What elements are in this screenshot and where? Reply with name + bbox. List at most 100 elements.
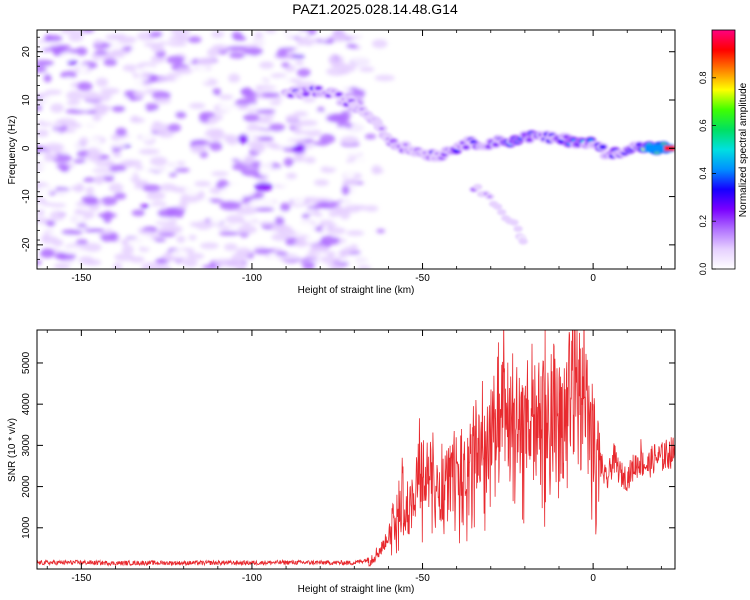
spectrogram-signal-core [288, 94, 294, 97]
spectrogram-noise-cell [211, 31, 226, 39]
spectrogram-noise-cell [117, 36, 137, 44]
snr-x-tick-label: -50 [415, 573, 430, 584]
spectrogram-noise-cell [141, 262, 162, 269]
spectrogram-signal-core [487, 195, 492, 198]
spectrogram-x-ticks: -150 -100 -50 0 [46, 30, 662, 284]
spectrogram-signal-core [516, 227, 521, 230]
spectrogram-noise-cell [64, 76, 73, 84]
spectrogram-noise-cell [334, 126, 353, 137]
spectrogram-noise-cell [300, 167, 321, 177]
spectrogram-noise-cell [292, 48, 306, 55]
spectrogram-y-tick-label: -10 [21, 189, 32, 204]
spectrogram-noise-cell [206, 128, 222, 135]
colorbar-tick-label: 0.8 [698, 72, 708, 85]
spectrogram-noise-cell [68, 32, 84, 42]
spectrogram-noise-cell [59, 51, 75, 62]
spectrogram-noise-cell [127, 239, 145, 247]
spectrogram-signal-core [600, 145, 606, 149]
spectrogram-noise-cell [37, 246, 43, 252]
spectrogram-noise-cell [218, 94, 234, 100]
spectrogram-noise-cell [182, 258, 198, 268]
spectrogram-noise-cell [37, 163, 57, 170]
spectrogram-y-tick-label: 20 [21, 46, 32, 58]
spectrogram-noise-cell [262, 52, 277, 59]
spectrogram-noise-cell [133, 90, 146, 98]
spectrogram-noise-cell [37, 129, 51, 137]
spectrogram-x-tick-label: 0 [590, 273, 596, 284]
spectrogram-noise-cell [329, 147, 343, 157]
spectrogram-noise-cell [253, 79, 268, 85]
spectrogram-noise-cell [61, 229, 84, 235]
spectrogram-noise-cell [127, 151, 142, 160]
spectrogram-noise-cell [83, 120, 100, 127]
spectrogram-noise-cell [134, 104, 147, 112]
spectrogram-noise-cell [285, 172, 297, 180]
spectrogram-noise-cell [111, 105, 126, 113]
spectrogram-noise-cell [106, 50, 125, 60]
spectrogram-noise-cell [122, 64, 139, 72]
spectrogram-noise-cell [176, 161, 186, 166]
spectrogram-noise-cell [350, 54, 371, 65]
spectrogram-noise-cell [100, 87, 120, 95]
spectrogram-noise-cell [45, 34, 63, 42]
spectrogram-noise-cell [185, 226, 197, 235]
spectrogram-noise-cell [175, 111, 187, 119]
snr-x-ticks: -150 -100 -50 0 [46, 330, 662, 584]
spectrogram-noise-cell [64, 191, 79, 196]
spectrogram-noise-cell [346, 230, 365, 236]
spectrogram-noise-cell [283, 42, 298, 49]
spectrogram-noise-cell [176, 179, 195, 188]
spectrogram-noise-cell [151, 90, 172, 100]
snr-frame [36, 329, 676, 570]
spectrogram-noise-cell [70, 213, 85, 223]
spectrogram-noise-cell [300, 196, 322, 204]
spectrogram-noise-cell [37, 222, 45, 231]
spectrogram-x-tick-label: -150 [71, 273, 91, 284]
spectrogram-noise-cell [169, 30, 191, 37]
spectrogram-noise-cell [227, 82, 245, 88]
spectrogram-noise-cell [58, 201, 77, 211]
spectrogram-noise-cell [285, 114, 300, 122]
spectrogram-noise-cell [279, 130, 289, 137]
spectrogram-noise-cell [92, 114, 102, 122]
spectrogram-noise-cell [258, 221, 273, 226]
spectrogram-noise-cell [268, 123, 286, 132]
spectrogram-noise-cell [265, 141, 277, 148]
spectrogram-noise-cell [42, 233, 51, 241]
spectrogram-noise-cell [158, 232, 176, 237]
spectrogram-noise-cell [296, 119, 318, 127]
spectrogram-noise-cell [186, 209, 200, 217]
spectrogram-noise-cell [305, 253, 321, 258]
spectrogram-noise-cell [219, 201, 242, 210]
spectrogram-noise-cell [37, 202, 45, 211]
spectrogram-noise-cell [83, 242, 102, 252]
spectrogram-noise-cell [341, 185, 350, 196]
spectrogram-noise-cell [293, 111, 309, 117]
snr-y-axis-label: SNR (10 * v/v) [7, 418, 18, 482]
spectrogram-noise-cell [281, 62, 290, 68]
spectrogram-noise-cell [52, 238, 64, 247]
spectrogram-noise-cell [113, 171, 135, 180]
spectrogram-noise-cell [349, 254, 367, 265]
spectrogram-noise-cell [75, 47, 88, 56]
spectrogram-noise-cell [290, 157, 307, 162]
spectrogram-noise-cell [292, 143, 306, 154]
spectrogram-noise-cell [102, 213, 112, 224]
colorbar: 0.0 0.2 0.4 0.6 0.8 Normalized spectral ampl… [698, 29, 749, 275]
spectrogram-noise-cell [184, 186, 201, 197]
spectrogram-noise-cell [186, 252, 205, 260]
spectrogram-noise-cell [53, 262, 71, 269]
spectrogram-noise-cell [261, 92, 281, 98]
spectrogram-noise-cell [110, 140, 127, 148]
spectrogram-noise-cell [225, 214, 245, 224]
spectrogram-noise-cell [295, 134, 309, 140]
spectrogram-noise-cell [270, 167, 283, 177]
spectrogram-noise-cell [131, 209, 146, 217]
spectrogram-noise-cell [85, 220, 99, 227]
spectrogram-noise-cell [103, 58, 118, 67]
spectrogram-signal-core [475, 185, 480, 189]
spectrogram-noise-cell [222, 32, 233, 43]
spectrogram-noise-cell [252, 143, 266, 153]
spectrogram-noise-cell [78, 256, 94, 265]
spectrogram-noise-cell [108, 183, 124, 193]
